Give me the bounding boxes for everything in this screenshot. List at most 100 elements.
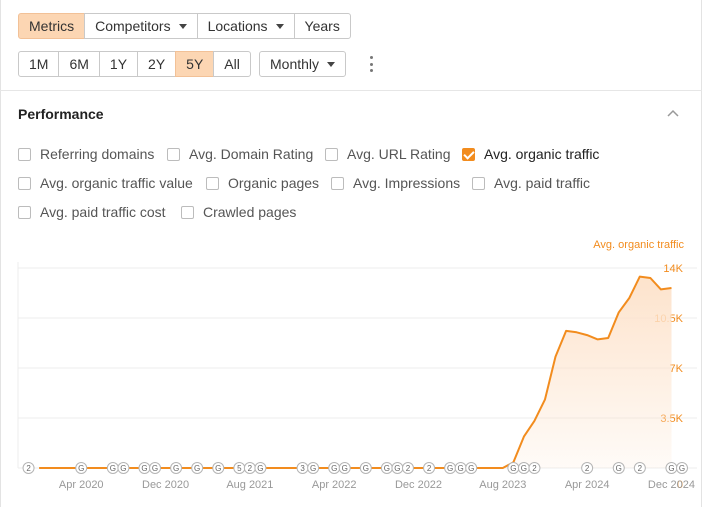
annotation-label: 5 (237, 464, 242, 473)
annotation-label: G (363, 464, 369, 473)
tab-metrics[interactable]: Metrics (18, 13, 86, 39)
annotation-marker (170, 462, 183, 474)
metric-checkbox-paid-traffic[interactable]: Avg. paid traffic (472, 174, 590, 192)
annotation-label: G (668, 464, 674, 473)
series-legend-label: Avg. organic traffic (593, 239, 684, 251)
range-5y-button[interactable]: 5Y (175, 51, 215, 77)
annotation-label: 2 (585, 464, 590, 473)
metric-checkbox-crawled-pages[interactable]: Crawled pages (181, 203, 296, 221)
annotation-marker (307, 462, 320, 474)
checkbox-checked-icon[interactable] (462, 147, 475, 161)
tab-label: Metrics (29, 18, 75, 34)
checkbox-box[interactable] (325, 147, 338, 161)
annotation-label: G (468, 464, 474, 473)
y-tick-label: 14K (663, 263, 683, 275)
range-label: 5Y (186, 56, 204, 72)
annotation-marker (338, 462, 351, 474)
x-tick-label: Apr 2022 (312, 479, 357, 491)
annotation-label: G (215, 464, 221, 473)
checkbox-box[interactable] (18, 205, 31, 219)
annotation-label: 2 (427, 464, 432, 473)
annotation-marker (423, 462, 436, 474)
kebab-icon[interactable] (367, 55, 375, 73)
annotation-label: 2 (638, 464, 643, 473)
checkbox-box[interactable] (181, 205, 194, 219)
metric-checkbox-organic-traffic[interactable]: Avg. organic traffic (462, 145, 599, 163)
annotation-marker (22, 462, 35, 474)
annotation-label: G (194, 464, 200, 473)
range-6m-button[interactable]: 6M (58, 51, 100, 77)
series-line (39, 275, 672, 469)
metric-label: Avg. organic traffic (484, 146, 600, 162)
caret-down-icon (327, 61, 336, 67)
metric-label: Avg. Impressions (353, 175, 461, 191)
metric-checkbox-paid-traffic-cost[interactable]: Avg. paid traffic cost (18, 203, 166, 221)
annotation-label: G (173, 464, 179, 473)
interval-label: Monthly (270, 56, 320, 72)
metric-checkbox-organic-pages[interactable]: Organic pages (206, 174, 319, 192)
annotation-label: G (331, 464, 337, 473)
range-label: 2Y (148, 56, 166, 72)
metric-checkbox-domain-rating[interactable]: Avg. Domain Rating (167, 145, 313, 163)
checkbox-box[interactable] (18, 147, 31, 161)
tab-years[interactable]: Years (293, 13, 351, 39)
metric-label: Organic pages (228, 175, 320, 191)
annotation-label: G (394, 464, 400, 473)
range-label: 1M (29, 56, 49, 72)
annotation-marker (191, 462, 204, 474)
range-label: 1Y (109, 56, 128, 72)
chevron-up-icon[interactable] (667, 108, 679, 118)
metric-label: Referring domains (40, 146, 155, 162)
range-selector: 1M 6M 1Y 2Y 5Y All (18, 51, 251, 77)
annotation-label: G (110, 464, 116, 473)
annotation-label: G (257, 464, 263, 473)
annotation-label: G (679, 464, 685, 473)
annotation-label: G (78, 464, 84, 473)
x-tick-label: Apr 2020 (59, 479, 104, 491)
annotation-label: G (616, 464, 622, 473)
tab-competitors[interactable]: Competitors (84, 13, 198, 39)
metric-label: Avg. URL Rating (347, 146, 451, 162)
range-all-button[interactable]: All (213, 51, 251, 77)
annotation-marker (465, 462, 478, 474)
tab-locations[interactable]: Locations (196, 13, 295, 39)
range-1m-button[interactable]: 1M (18, 51, 60, 77)
annotation-label: G (521, 464, 527, 473)
metric-checkbox-impressions[interactable]: Avg. Impressions (331, 174, 460, 192)
annotation-marker (254, 462, 267, 474)
metric-checkbox-referring-domains[interactable]: Referring domains (18, 145, 154, 163)
x-tick-label: Aug 2021 (226, 479, 273, 491)
range-2y-button[interactable]: 2Y (137, 51, 177, 77)
metric-checkbox-organic-traffic-value[interactable]: Avg. organic traffic value (18, 174, 193, 192)
checkbox-box[interactable] (206, 176, 219, 190)
caret-down-icon (178, 23, 187, 29)
annotation-label: 2 (406, 464, 411, 473)
section-title: Performance (18, 106, 104, 122)
annotation-marker (676, 462, 688, 474)
annotation-label: 3 (300, 464, 305, 473)
annotation-label: G (510, 464, 516, 473)
annotation-label: G (458, 464, 464, 473)
checkbox-box[interactable] (331, 176, 344, 190)
metric-label: Avg. Domain Rating (189, 146, 314, 162)
checkbox-box[interactable] (167, 147, 180, 161)
series-area (39, 276, 672, 468)
annotation-marker (401, 462, 414, 474)
annotation-marker (528, 462, 541, 474)
metric-label: Avg. paid traffic cost (40, 204, 166, 220)
metric-label: Avg. organic traffic value (40, 175, 193, 191)
metric-checkbox-url-rating[interactable]: Avg. URL Rating (325, 145, 451, 163)
x-tick-label: Aug 2023 (479, 479, 526, 491)
annotation-marker (612, 462, 625, 474)
range-1y-button[interactable]: 1Y (98, 51, 139, 77)
annotation-label: G (384, 464, 390, 473)
interval-dropdown[interactable]: Monthly (259, 51, 347, 77)
annotation-label: G (342, 464, 348, 473)
annotation-marker (359, 462, 372, 474)
metric-label: Crawled pages (203, 204, 297, 220)
checkbox-box[interactable] (18, 176, 31, 190)
checkbox-box[interactable] (472, 176, 485, 190)
annotation-marker (633, 462, 646, 474)
annotation-label: G (447, 464, 453, 473)
